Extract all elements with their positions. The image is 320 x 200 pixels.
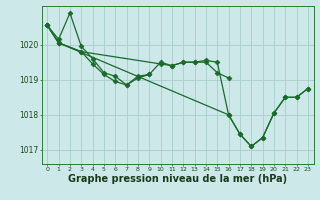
X-axis label: Graphe pression niveau de la mer (hPa): Graphe pression niveau de la mer (hPa) [68,174,287,184]
